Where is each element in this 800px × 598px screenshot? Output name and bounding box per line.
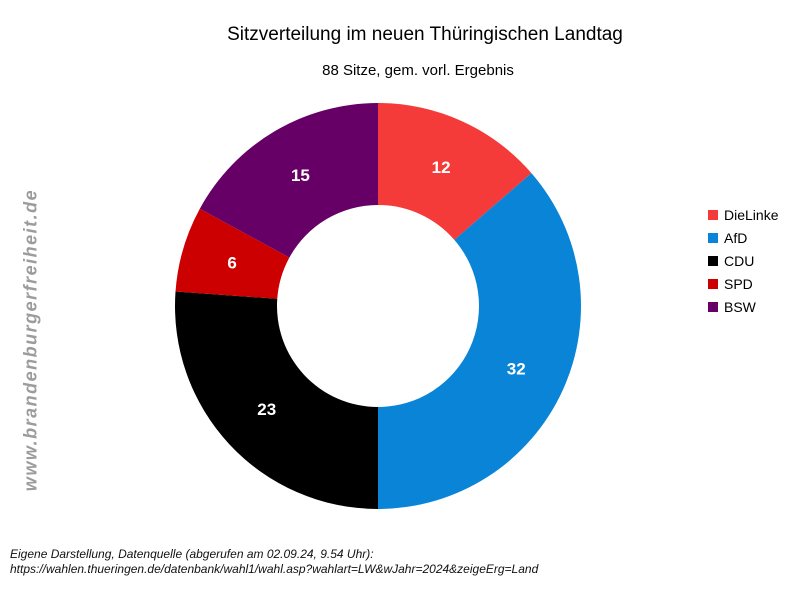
- legend-item-bsw: BSW: [708, 295, 778, 318]
- legend-swatch-spd: [708, 278, 718, 289]
- legend-label-dielinke: DieLinke: [724, 206, 779, 223]
- slice-bsw: [199, 102, 378, 258]
- legend-swatch-afd: [708, 232, 718, 243]
- slice-label-bsw: 15: [291, 166, 310, 185]
- chart-subtitle: 88 Sitze, gem. vorl. Ergebnis: [322, 62, 514, 79]
- legend: DieLinke AfD CDU SPD BSW: [708, 203, 778, 318]
- legend-item-afd: AfD: [708, 226, 778, 249]
- watermark: www.brandenburgerfreiheit.de: [20, 188, 41, 492]
- source-note: Eigene Darstellung, Datenquelle (abgeruf…: [10, 547, 538, 577]
- slice-spd: [175, 208, 290, 299]
- legend-swatch-cdu: [708, 255, 718, 266]
- source-line-1: Eigene Darstellung, Datenquelle (abgeruf…: [10, 547, 374, 561]
- legend-swatch-bsw: [708, 301, 718, 312]
- slice-dielinke: [378, 103, 532, 240]
- slice-label-cdu: 23: [257, 400, 276, 419]
- legend-item-spd: SPD: [708, 272, 778, 295]
- legend-label-spd: SPD: [724, 275, 753, 292]
- legend-item-dielinke: DieLinke: [708, 203, 778, 226]
- source-line-2: https://wahlen.thueringen.de/datenbank/w…: [10, 562, 539, 576]
- legend-item-cdu: CDU: [708, 249, 778, 272]
- slice-label-spd: 6: [227, 254, 236, 273]
- legend-swatch-dielinke: [708, 209, 718, 220]
- slice-label-afd: 32: [507, 360, 526, 379]
- slice-cdu: [175, 291, 378, 509]
- slice-afd: [378, 173, 581, 509]
- legend-label-cdu: CDU: [724, 252, 755, 269]
- legend-label-bsw: BSW: [724, 298, 756, 315]
- legend-label-afd: AfD: [724, 229, 748, 246]
- slice-label-dielinke: 12: [432, 158, 451, 177]
- chart-title: Sitzverteilung im neuen Thüringischen La…: [227, 24, 623, 45]
